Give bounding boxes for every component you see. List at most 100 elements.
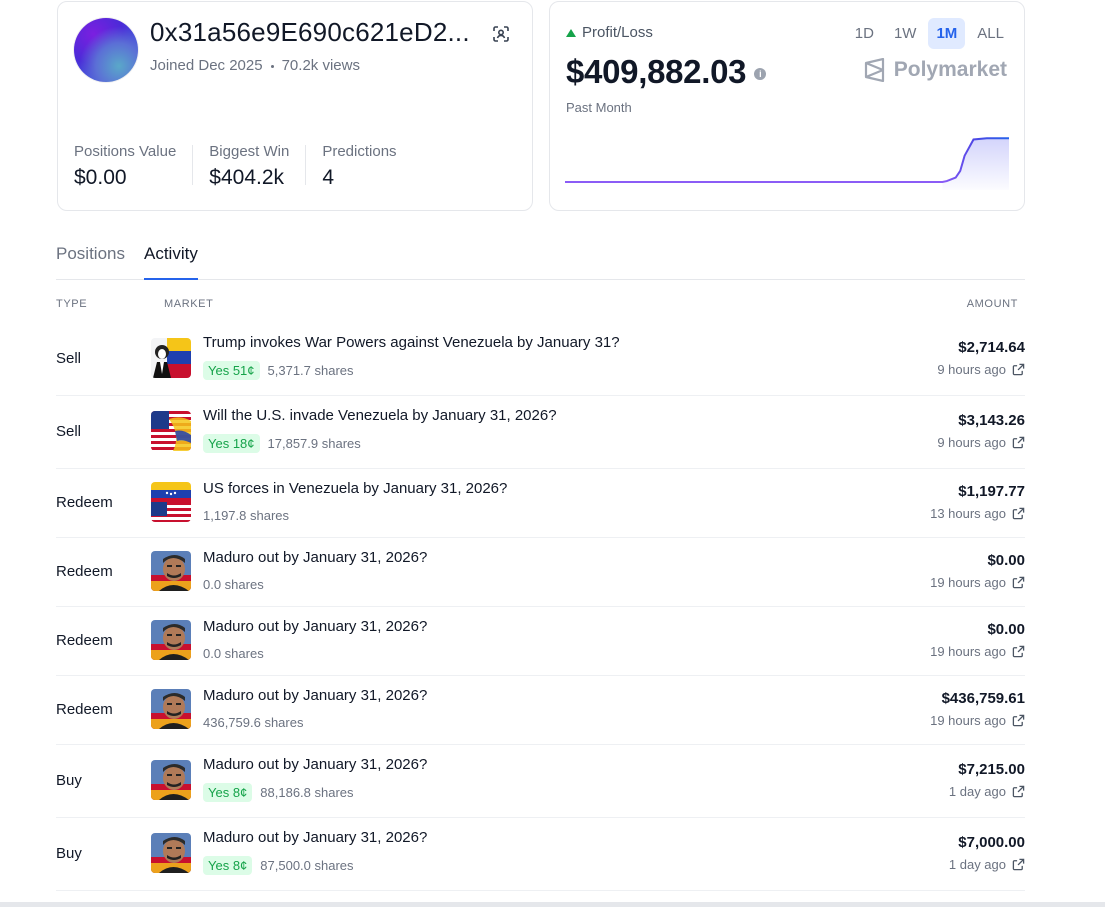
- market-title[interactable]: Maduro out by January 31, 2026?: [203, 687, 428, 704]
- scan-user-icon[interactable]: [492, 25, 510, 43]
- outcome-badge: Yes 8¢: [203, 783, 253, 802]
- time-ago: 1 day ago: [948, 784, 1006, 799]
- position-details: Yes 51¢ 5,371.7 shares: [203, 361, 354, 380]
- position-details: 0.0 shares: [203, 646, 264, 661]
- range-all[interactable]: ALL: [977, 25, 1004, 42]
- pnl-line: [565, 137, 1009, 183]
- brand-name: Polymarket: [893, 58, 1007, 81]
- share-count: 87,500.0 shares: [260, 858, 354, 873]
- external-link-icon[interactable]: [1012, 714, 1025, 727]
- period-label: Past Month: [566, 100, 632, 115]
- market-thumbnail[interactable]: [151, 551, 191, 591]
- activity-row[interactable]: Buy Maduro out by January 31, 2026? Yes …: [56, 817, 1025, 891]
- activity-time: 9 hours ago: [937, 435, 1025, 450]
- profile-stats: Positions Value $0.00 Biggest Win $404.2…: [74, 143, 429, 189]
- time-ago: 13 hours ago: [930, 506, 1006, 521]
- range-1m[interactable]: 1M: [928, 18, 966, 49]
- position-details: Yes 8¢ 88,186.8 shares: [203, 783, 354, 802]
- market-thumbnail[interactable]: [151, 338, 191, 378]
- column-header-market: MARKET: [164, 298, 214, 310]
- share-count: 0.0 shares: [203, 646, 264, 661]
- time-ago: 9 hours ago: [937, 362, 1006, 377]
- market-thumbnail[interactable]: [151, 620, 191, 660]
- activity-type: Buy: [56, 771, 82, 789]
- activity-row[interactable]: Redeem Maduro out by January 31, 2026? 0…: [56, 537, 1025, 607]
- stat-value: 4: [322, 166, 335, 189]
- stat-label: Predictions: [322, 143, 397, 160]
- activity-time: 9 hours ago: [937, 362, 1025, 377]
- tab-activity[interactable]: Activity: [144, 244, 198, 280]
- external-link-icon[interactable]: [1012, 507, 1025, 520]
- activity-time: 19 hours ago: [930, 575, 1025, 590]
- range-1d[interactable]: 1D: [854, 25, 874, 42]
- tab-positions[interactable]: Positions: [56, 244, 125, 263]
- activity-time: 13 hours ago: [930, 506, 1025, 521]
- outcome-badge: Yes 18¢: [203, 434, 260, 453]
- activity-type: Redeem: [56, 700, 113, 718]
- tab-bar: Positions Activity: [56, 240, 1025, 280]
- stat-label: Biggest Win: [209, 143, 290, 160]
- share-count: 0.0 shares: [203, 577, 264, 592]
- avatar[interactable]: [74, 18, 138, 82]
- separator-dot: [270, 64, 274, 68]
- market-title[interactable]: US forces in Venezuela by January 31, 20…: [203, 480, 508, 497]
- range-1w[interactable]: 1W: [893, 25, 917, 42]
- horizontal-scrollbar[interactable]: [0, 902, 1105, 907]
- share-count: 88,186.8 shares: [260, 785, 354, 800]
- market-thumbnail[interactable]: [151, 689, 191, 729]
- activity-time: 1 day ago: [949, 857, 1025, 872]
- share-count: 436,759.6 shares: [203, 715, 304, 730]
- info-icon[interactable]: i: [754, 68, 767, 80]
- activity-row[interactable]: Redeem Maduro out by January 31, 2026? 4…: [56, 675, 1025, 745]
- activity-row[interactable]: Redeem US forces in Venezuela by January…: [56, 468, 1025, 538]
- market-thumbnail[interactable]: [151, 411, 191, 451]
- column-header-amount: AMOUNT: [966, 298, 1018, 310]
- profile-meta: Joined Dec 2025 70.2k views: [150, 57, 360, 74]
- time-ago: 19 hours ago: [930, 644, 1006, 659]
- time-ago: 1 day ago: [948, 857, 1006, 872]
- market-title[interactable]: Maduro out by January 31, 2026?: [203, 756, 428, 773]
- activity-row[interactable]: Sell Trump invokes War Powers against Ve…: [56, 322, 1025, 396]
- activity-amount: $2,714.64: [958, 339, 1025, 356]
- username: 0x31a56e9E690c621eD2...: [150, 17, 470, 47]
- market-thumbnail[interactable]: [151, 760, 191, 800]
- up-arrow-icon: [566, 28, 576, 37]
- activity-amount: $7,215.00: [958, 761, 1025, 778]
- activity-type: Sell: [56, 422, 82, 440]
- polymarket-logo: Polymarket: [864, 58, 1007, 82]
- pnl-value: $409,882.03 i: [566, 53, 767, 91]
- activity-time: 1 day ago: [949, 784, 1025, 799]
- stat-value: $404.2k: [209, 166, 285, 189]
- activity-time: 19 hours ago: [930, 644, 1025, 659]
- market-title[interactable]: Maduro out by January 31, 2026?: [203, 829, 428, 846]
- market-title[interactable]: Trump invokes War Powers against Venezue…: [203, 334, 620, 351]
- profile-card: 0x31a56e9E690c621eD2... Joined Dec 2025 7…: [57, 1, 533, 211]
- time-ago: 19 hours ago: [930, 713, 1006, 728]
- activity-row[interactable]: Redeem Maduro out by January 31, 2026? 0…: [56, 606, 1025, 676]
- external-link-icon[interactable]: [1012, 858, 1025, 871]
- market-title[interactable]: Maduro out by January 31, 2026?: [203, 618, 428, 635]
- external-link-icon[interactable]: [1012, 645, 1025, 658]
- market-thumbnail[interactable]: [151, 833, 191, 873]
- external-link-icon[interactable]: [1012, 363, 1025, 376]
- column-header-type: TYPE: [56, 298, 88, 310]
- activity-amount: $3,143.26: [958, 412, 1025, 429]
- joined-date: Joined Dec 2025: [150, 57, 263, 74]
- market-thumbnail[interactable]: [151, 482, 191, 522]
- external-link-icon[interactable]: [1012, 436, 1025, 449]
- activity-row[interactable]: Sell Will the U.S. invade Venezuela by J…: [56, 395, 1025, 469]
- position-details: 1,197.8 shares: [203, 508, 289, 523]
- external-link-icon[interactable]: [1012, 785, 1025, 798]
- market-title[interactable]: Maduro out by January 31, 2026?: [203, 549, 428, 566]
- position-details: Yes 18¢ 17,857.9 shares: [203, 434, 361, 453]
- market-title[interactable]: Will the U.S. invade Venezuela by Januar…: [203, 407, 557, 424]
- pnl-card: Profit/Loss $409,882.03 i Past Month 1D …: [549, 1, 1025, 211]
- activity-row[interactable]: Buy Maduro out by January 31, 2026? Yes …: [56, 744, 1025, 818]
- stat-label: Positions Value: [74, 143, 177, 160]
- share-count: 1,197.8 shares: [203, 508, 290, 523]
- polymarket-icon: [864, 58, 884, 82]
- external-link-icon[interactable]: [1012, 576, 1025, 589]
- stat-predictions: Predictions 4: [322, 143, 412, 189]
- view-count: 70.2k views: [281, 57, 360, 74]
- stat-positions-value: Positions Value $0.00: [74, 143, 194, 189]
